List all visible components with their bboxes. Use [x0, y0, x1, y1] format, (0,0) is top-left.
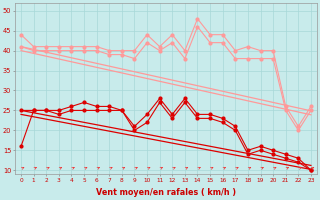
X-axis label: Vent moyen/en rafales ( km/h ): Vent moyen/en rafales ( km/h ) — [96, 188, 236, 197]
